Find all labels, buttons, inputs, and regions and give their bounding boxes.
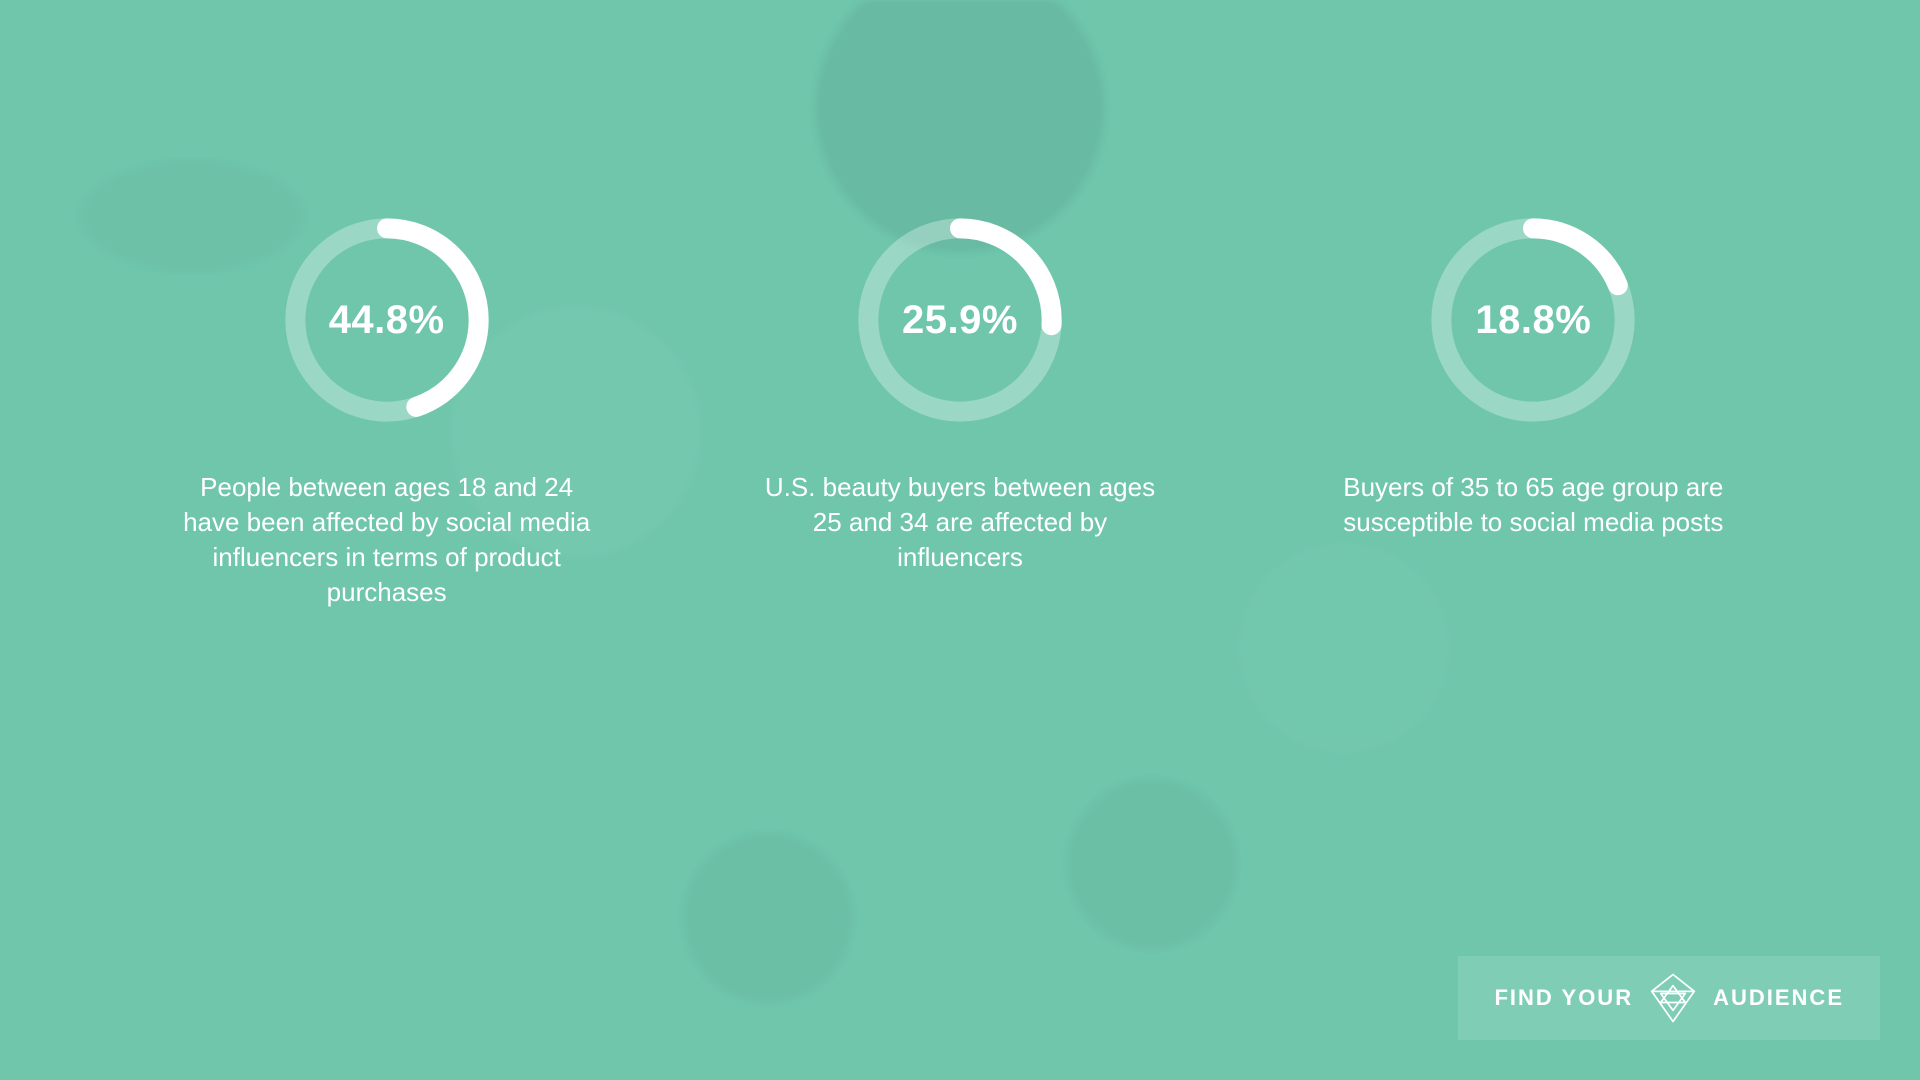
brand-bar: FIND YOUR AUDIENCE <box>1458 956 1880 1040</box>
brand-text-right: AUDIENCE <box>1713 985 1844 1011</box>
donut-1: 25.9% <box>850 210 1070 430</box>
brand-text-left: FIND YOUR <box>1494 985 1633 1011</box>
donut-label-0: 44.8% <box>277 210 497 430</box>
stat-card-0: 44.8% People between ages 18 and 24 have… <box>167 210 607 610</box>
brand-logo-svg <box>1645 970 1701 1026</box>
stat-caption-2: Buyers of 35 to 65 age group are suscept… <box>1323 470 1743 540</box>
infographic-stage: 44.8% People between ages 18 and 24 have… <box>0 0 1920 1080</box>
donut-label-1: 25.9% <box>850 210 1070 430</box>
stats-row: 44.8% People between ages 18 and 24 have… <box>0 210 1920 610</box>
stat-card-2: 18.8% Buyers of 35 to 65 age group are s… <box>1313 210 1753 610</box>
stat-card-1: 25.9% U.S. beauty buyers between ages 25… <box>740 210 1180 610</box>
stat-caption-1: U.S. beauty buyers between ages 25 and 3… <box>750 470 1170 575</box>
donut-label-2: 18.8% <box>1423 210 1643 430</box>
stat-caption-0: People between ages 18 and 24 have been … <box>177 470 597 610</box>
donut-0: 44.8% <box>277 210 497 430</box>
brand-logo-icon <box>1645 970 1701 1026</box>
donut-2: 18.8% <box>1423 210 1643 430</box>
